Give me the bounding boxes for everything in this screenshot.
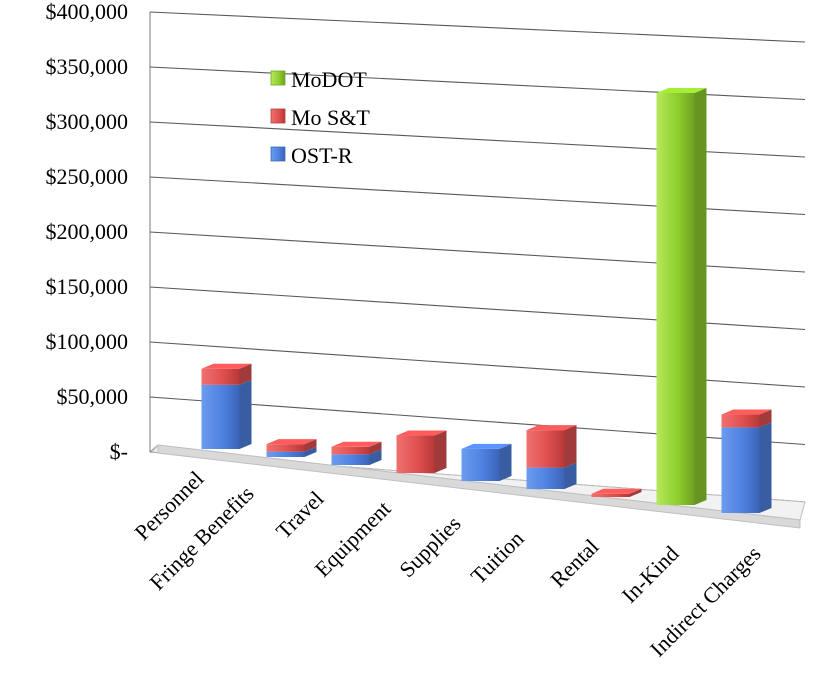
legend-label-ost-r: OST-R <box>291 143 353 168</box>
y-tick-label: $100,000 <box>46 329 129 354</box>
y-tick-label: $200,000 <box>46 219 129 244</box>
bar-top-in-kind <box>656 88 707 94</box>
bar-side-personnel-mo-s-t <box>239 363 252 385</box>
bar-side-tuition-ost-r <box>564 462 577 489</box>
bar-side-fringe-benefits-ost-r <box>304 446 317 457</box>
legend-swatch-ost-r <box>270 146 286 162</box>
y-tick-label: $250,000 <box>46 164 129 189</box>
bar-top-personnel <box>201 363 252 369</box>
bar-side-indirect-charges-mo-s-t <box>759 409 772 428</box>
bar-side-equipment-mo-s-t <box>434 430 447 473</box>
x-tick-label-rental: Rental <box>545 534 603 592</box>
y-tick-label: $150,000 <box>46 274 129 299</box>
bar-personnel-ost-r <box>201 384 240 449</box>
y-axis-tick-labels: $- $50,000 $100,000 $150,000 $200,000 $250,00… <box>46 0 129 464</box>
bar-top-equipment <box>396 430 447 436</box>
x-tick-label-supplies: Supplies <box>394 511 465 582</box>
y-tick-label: $- <box>110 439 128 464</box>
bar-indirect-charges-mo-s-t <box>721 414 760 428</box>
bar-side-personnel-ost-r <box>239 379 252 449</box>
bar-side-fringe-benefits-mo-s-t <box>304 439 317 452</box>
gridline <box>149 11 806 43</box>
bar-supplies-ost-r <box>461 448 500 481</box>
bar-equipment-mo-s-t <box>396 435 435 473</box>
bar-indirect-charges-ost-r <box>721 427 760 513</box>
legend-swatch-modot <box>270 70 286 86</box>
bar-side-indirect-charges-ost-r <box>759 422 772 513</box>
bar-side-tuition-mo-s-t <box>564 425 577 468</box>
bar-in-kind-modot <box>656 93 695 506</box>
bar-travel-mo-s-t <box>331 446 370 455</box>
x-tick-label-in-kind: In-Kind <box>617 541 684 608</box>
bar-top-tuition <box>526 425 577 431</box>
bars <box>201 88 772 513</box>
bar-top-indirect-charges <box>721 409 772 415</box>
bar-side-in-kind-modot <box>694 88 707 506</box>
x-tick-label-tuition: Tuition <box>466 526 529 589</box>
y-tick-label: $400,000 <box>46 0 129 24</box>
bar-top-travel <box>331 441 382 447</box>
bar-tuition-mo-s-t <box>526 430 565 468</box>
bar-side-travel-ost-r <box>369 449 382 465</box>
chart-floor <box>150 444 806 529</box>
bar-top-rental <box>591 488 642 494</box>
y-tick-label: $50,000 <box>57 384 129 409</box>
bar-fringe-benefits-mo-s-t <box>266 444 305 452</box>
bar-side-supplies-ost-r <box>499 443 512 481</box>
legend-label-mo-s-t: Mo S&T <box>291 105 370 130</box>
bar-rental-mo-s-t <box>591 493 630 497</box>
legend-swatch-mo-s-t <box>270 108 286 124</box>
x-tick-label-travel: Travel <box>271 486 329 544</box>
bar-top-supplies <box>461 443 512 449</box>
y-tick-label: $350,000 <box>46 54 129 79</box>
bar-tuition-ost-r <box>526 467 565 489</box>
legend: MoDOT Mo S&T OST-R <box>270 67 370 168</box>
bar-side-travel-mo-s-t <box>369 441 382 455</box>
bar-fringe-benefits-ost-r <box>266 451 305 457</box>
bar-travel-ost-r <box>331 454 370 465</box>
bar-top-fringe-benefits <box>266 439 317 445</box>
y-tick-label: $300,000 <box>46 109 129 134</box>
bar-side-rental-mo-s-t <box>629 488 642 497</box>
bar-personnel-mo-s-t <box>201 368 240 385</box>
legend-label-modot: MoDOT <box>291 67 367 92</box>
